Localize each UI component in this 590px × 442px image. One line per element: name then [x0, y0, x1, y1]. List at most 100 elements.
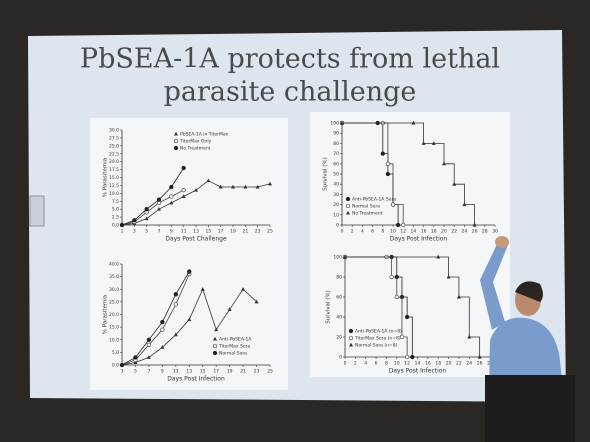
marker [446, 274, 451, 279]
x-tick-label: 12 [404, 361, 410, 367]
y-tick-label: 60 [336, 295, 342, 301]
x-tick-label: 21 [242, 229, 248, 235]
x-tick-label: 26 [477, 361, 483, 367]
x-tick-label: 23 [254, 369, 260, 375]
marker [456, 294, 461, 299]
legend-label: TiterMax Only [179, 139, 212, 145]
marker [452, 182, 457, 186]
legend-marker [212, 350, 218, 356]
y-tick-label: 25.0 [109, 143, 119, 149]
x-tick-label: 6 [371, 229, 374, 235]
marker [410, 354, 415, 360]
marker [343, 254, 347, 259]
series-line [345, 256, 481, 357]
y-tick-label: 10 [333, 212, 339, 218]
x-axis-label: Days Post Infection [167, 376, 225, 383]
legend-marker [345, 196, 351, 202]
y-tick-label: 80 [333, 141, 339, 147]
marker [157, 206, 161, 211]
x-tick-label: 26 [472, 229, 478, 235]
series-line [121, 271, 190, 366]
x-tick-label: 22 [451, 229, 457, 235]
marker [241, 287, 246, 291]
x-tick-label: 21 [240, 369, 246, 375]
x-tick-label: 0 [341, 229, 344, 235]
slide-title: PbSEA-1A protects from lethal [80, 44, 500, 75]
legend-marker [212, 343, 218, 349]
marker [156, 197, 162, 202]
marker [144, 216, 149, 221]
marker [227, 307, 232, 311]
x-axis-label: Days Post Challenge [165, 236, 227, 243]
x-tick-label: 19 [227, 369, 233, 375]
legend-marker [173, 138, 179, 144]
marker [187, 269, 192, 274]
marker [200, 287, 205, 291]
x-tick-label: 13 [186, 369, 192, 375]
x-tick-label: 5 [134, 369, 137, 375]
y-tick-label: 20 [336, 335, 342, 341]
marker [254, 299, 259, 304]
marker [399, 334, 405, 340]
panel [310, 112, 510, 248]
y-axis-label: Survival (%) [323, 157, 329, 190]
marker [401, 222, 406, 228]
marker [160, 327, 165, 332]
y-tick-label: 15.0 [109, 175, 119, 181]
marker [442, 161, 446, 166]
y-tick-label: 0.0 [112, 363, 119, 369]
charts: 0.02.55.07.510.012.515.017.520.022.525.0… [103, 121, 498, 383]
marker [169, 200, 174, 205]
presenter [480, 236, 575, 442]
y-tick-label: 90 [333, 131, 339, 137]
marker [214, 327, 219, 332]
y-tick-label: 22.5 [109, 151, 119, 157]
marker [146, 355, 151, 359]
x-tick-label: 11 [173, 369, 179, 375]
shadow [485, 375, 575, 442]
legend-label: No Treatment [352, 211, 383, 217]
slide-title: parasite challenge [164, 77, 417, 108]
x-tick-label: 8 [385, 361, 388, 367]
y-tick-label: 10.0 [109, 337, 119, 343]
y-tick-label: 0.0 [112, 223, 119, 229]
x-tick-label: 24 [462, 229, 468, 235]
marker [385, 171, 391, 177]
x-tick-label: 13 [193, 229, 199, 235]
y-tick-label: 27.5 [109, 135, 119, 141]
x-axis-label: Days Post Infection [390, 236, 448, 243]
marker [119, 222, 125, 228]
marker [421, 141, 426, 145]
x-tick-label: 15 [200, 369, 206, 375]
x-tick-label: 18 [435, 361, 441, 367]
slide-control[interactable] [29, 195, 45, 227]
x-axis-label: Days Post Infection [389, 368, 447, 375]
marker [390, 202, 396, 207]
x-tick-label: 7 [147, 369, 150, 375]
x-tick-label: 16 [425, 361, 431, 367]
y-tick-label: 25.0 [109, 299, 119, 305]
marker [173, 332, 178, 337]
x-tick-label: 7 [158, 229, 161, 235]
x-tick-label: 12 [400, 229, 406, 235]
x-tick-label: 23 [255, 229, 261, 235]
y-tick-label: 40.0 [109, 262, 119, 268]
y-tick-label: 80 [336, 275, 342, 281]
x-tick-label: 3 [121, 369, 124, 375]
marker [119, 362, 125, 368]
y-tick-label: 30.0 [109, 128, 119, 134]
marker [472, 222, 477, 227]
x-tick-label: 25 [267, 369, 273, 375]
y-tick-label: 0 [336, 223, 339, 229]
y-tick-label: 100 [333, 255, 342, 261]
x-tick-label: 0 [344, 361, 347, 367]
marker [169, 194, 174, 199]
y-axis-label: % Parasitemia [103, 158, 109, 197]
y-tick-label: 100 [330, 121, 339, 127]
x-tick-label: 17 [218, 229, 224, 235]
marker [160, 345, 165, 349]
y-tick-label: 12.5 [109, 183, 119, 189]
x-tick-label: 19 [230, 229, 236, 235]
x-tick-label: 9 [161, 369, 164, 375]
